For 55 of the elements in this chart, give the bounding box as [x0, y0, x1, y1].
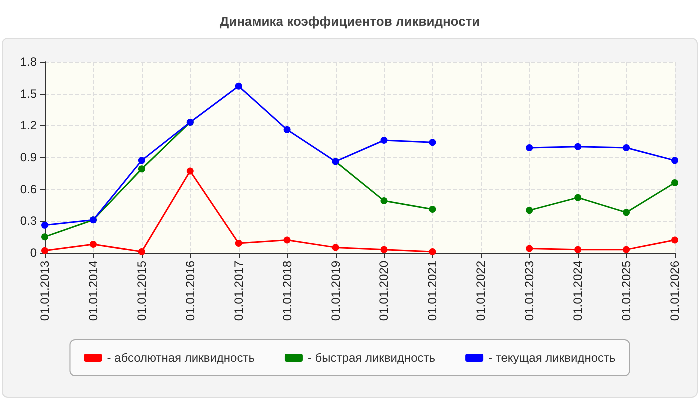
- point: [235, 82, 242, 90]
- legend-label: - быстрая ликвидность: [308, 351, 436, 365]
- point: [380, 246, 388, 254]
- y-tick-label: 1.5: [20, 86, 38, 101]
- legend-label: - текущая ликвидность: [488, 351, 616, 365]
- point: [672, 179, 678, 186]
- point: [380, 198, 388, 205]
- legend-label: - абсолютная ликвидность: [107, 351, 255, 365]
- y-tick-label: 1.2: [20, 118, 38, 133]
- point: [429, 248, 436, 256]
- x-tick-label: 01.01.2025: [620, 260, 634, 322]
- y-tick-label: 0.6: [20, 182, 38, 196]
- y-tick-label: 0.9: [20, 150, 38, 164]
- point: [332, 244, 340, 252]
- point: [42, 222, 48, 229]
- point: [186, 168, 194, 175]
- x-tick-label: 01.01.2015: [134, 260, 149, 322]
- point: [138, 157, 146, 164]
- y-tick-label: 1.8: [20, 55, 38, 69]
- point: [526, 144, 534, 152]
- x-tick-label: 01.01.2017: [232, 260, 246, 322]
- x-tick-label: 01.01.2020: [377, 260, 392, 322]
- point: [623, 144, 630, 152]
- point: [574, 246, 582, 254]
- y-tick-label: 0.3: [20, 214, 38, 228]
- point: [138, 248, 146, 256]
- x-tick-label: 01.01.2022: [474, 260, 488, 322]
- x-tick-label: 01.01.2019: [328, 260, 343, 322]
- point: [574, 143, 582, 150]
- point: [623, 209, 630, 216]
- x-tick-label: 01.01.2018: [280, 260, 294, 322]
- point: [138, 166, 146, 173]
- x-tick-label: 01.01.2014: [86, 260, 100, 322]
- x-tick-label: 01.01.2024: [571, 260, 586, 322]
- x-tick-label: 01.01.2013: [38, 260, 52, 322]
- y-tick-label: 0: [30, 246, 38, 260]
- point: [526, 245, 534, 252]
- x-tick-label: 01.01.2016: [183, 260, 198, 322]
- point: [672, 157, 678, 164]
- point: [429, 139, 436, 146]
- point: [574, 194, 582, 202]
- point: [623, 246, 630, 254]
- point: [235, 240, 242, 247]
- point: [90, 241, 97, 248]
- point: [42, 234, 48, 241]
- point: [429, 206, 436, 213]
- point: [526, 207, 534, 214]
- point: [380, 137, 388, 144]
- x-tick-label: 01.01.2026: [668, 260, 682, 322]
- point: [672, 236, 678, 244]
- x-tick-label: 01.01.2021: [426, 260, 440, 322]
- chart-title: Динамика коэффициентов ликвидности: [220, 14, 480, 29]
- point: [284, 236, 291, 244]
- x-tick-label: 01.01.2023: [522, 260, 537, 322]
- point: [284, 126, 291, 134]
